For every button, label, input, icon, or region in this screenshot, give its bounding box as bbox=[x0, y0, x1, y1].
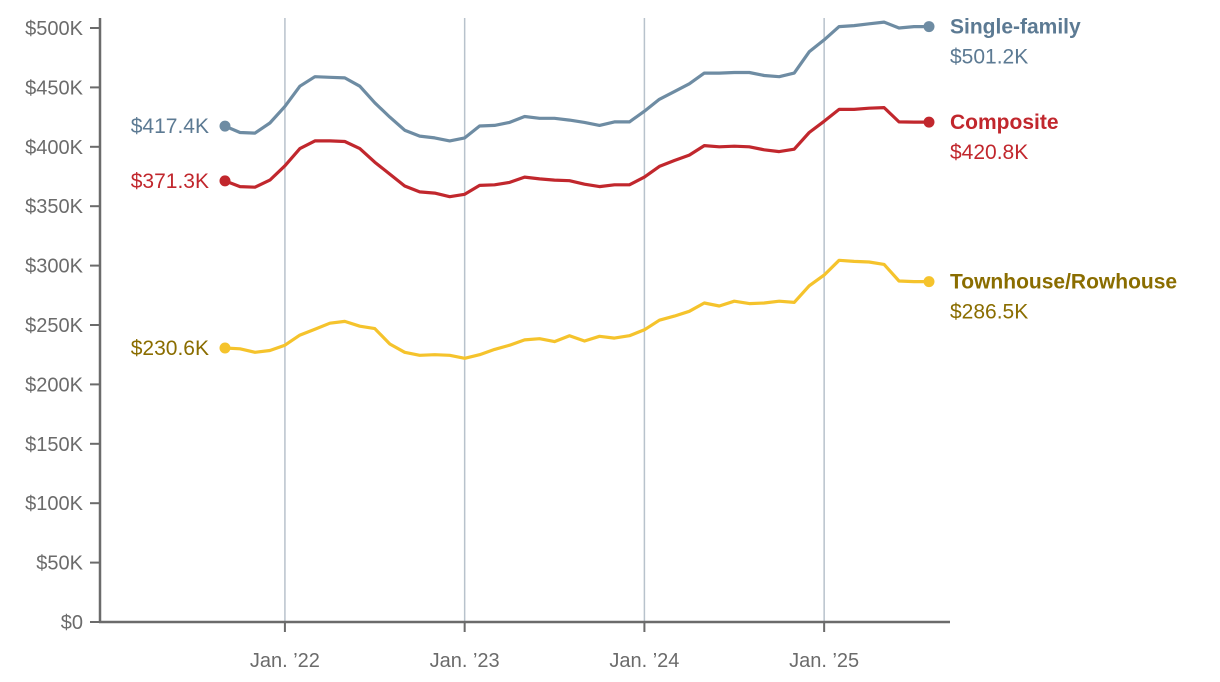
y-tick-label: $150K bbox=[25, 434, 83, 456]
y-tick-label: $100K bbox=[25, 493, 83, 515]
series-line bbox=[223, 106, 931, 199]
x-tick-label: Jan. ’24 bbox=[609, 650, 679, 672]
series-end-label: $501.2K bbox=[950, 46, 1028, 69]
y-tick-label: $0 bbox=[61, 612, 83, 634]
series-lines bbox=[219, 20, 935, 360]
series-end-label: $286.5K bbox=[950, 301, 1028, 324]
series-name-label: Townhouse/Rowhouse bbox=[950, 271, 1177, 294]
series-line bbox=[223, 20, 931, 143]
y-tick-label: $400K bbox=[25, 137, 83, 159]
series-start-label: $371.3K bbox=[131, 170, 209, 193]
series-end-label: $420.8K bbox=[950, 141, 1028, 164]
series-name-label: Composite bbox=[950, 111, 1059, 134]
y-tick-label: $250K bbox=[25, 315, 83, 337]
series-start-label: $230.6K bbox=[131, 337, 209, 360]
series-line bbox=[223, 258, 931, 360]
series-start-label: $417.4K bbox=[131, 115, 209, 138]
series-start-point bbox=[219, 175, 231, 187]
y-tick-label: $200K bbox=[25, 374, 83, 396]
y-tick-label: $300K bbox=[25, 256, 83, 278]
y-tick-label: $50K bbox=[36, 553, 83, 575]
series-start-point bbox=[219, 342, 231, 354]
x-tick-label: Jan. ’23 bbox=[430, 650, 500, 672]
x-tick-label: Jan. ’22 bbox=[250, 650, 320, 672]
series-end-point bbox=[923, 276, 935, 288]
series-labels: $417.4K Single-family $501.2K $371.3K Compos… bbox=[131, 16, 1177, 360]
y-tick-label: $500K bbox=[25, 18, 83, 40]
series-end-point bbox=[923, 21, 935, 33]
series-start-point bbox=[219, 120, 231, 132]
y-tick-label: $450K bbox=[25, 77, 83, 99]
gridlines bbox=[284, 18, 825, 622]
axes: Jan. ’22 Jan. ’23 Jan. ’24 Jan. ’25 $0 $50K $1… bbox=[25, 18, 950, 672]
series-end-point bbox=[923, 116, 935, 128]
x-tick-label: Jan. ’25 bbox=[789, 650, 859, 672]
y-tick-label: $350K bbox=[25, 196, 83, 218]
series-name-label: Single-family bbox=[950, 16, 1081, 39]
